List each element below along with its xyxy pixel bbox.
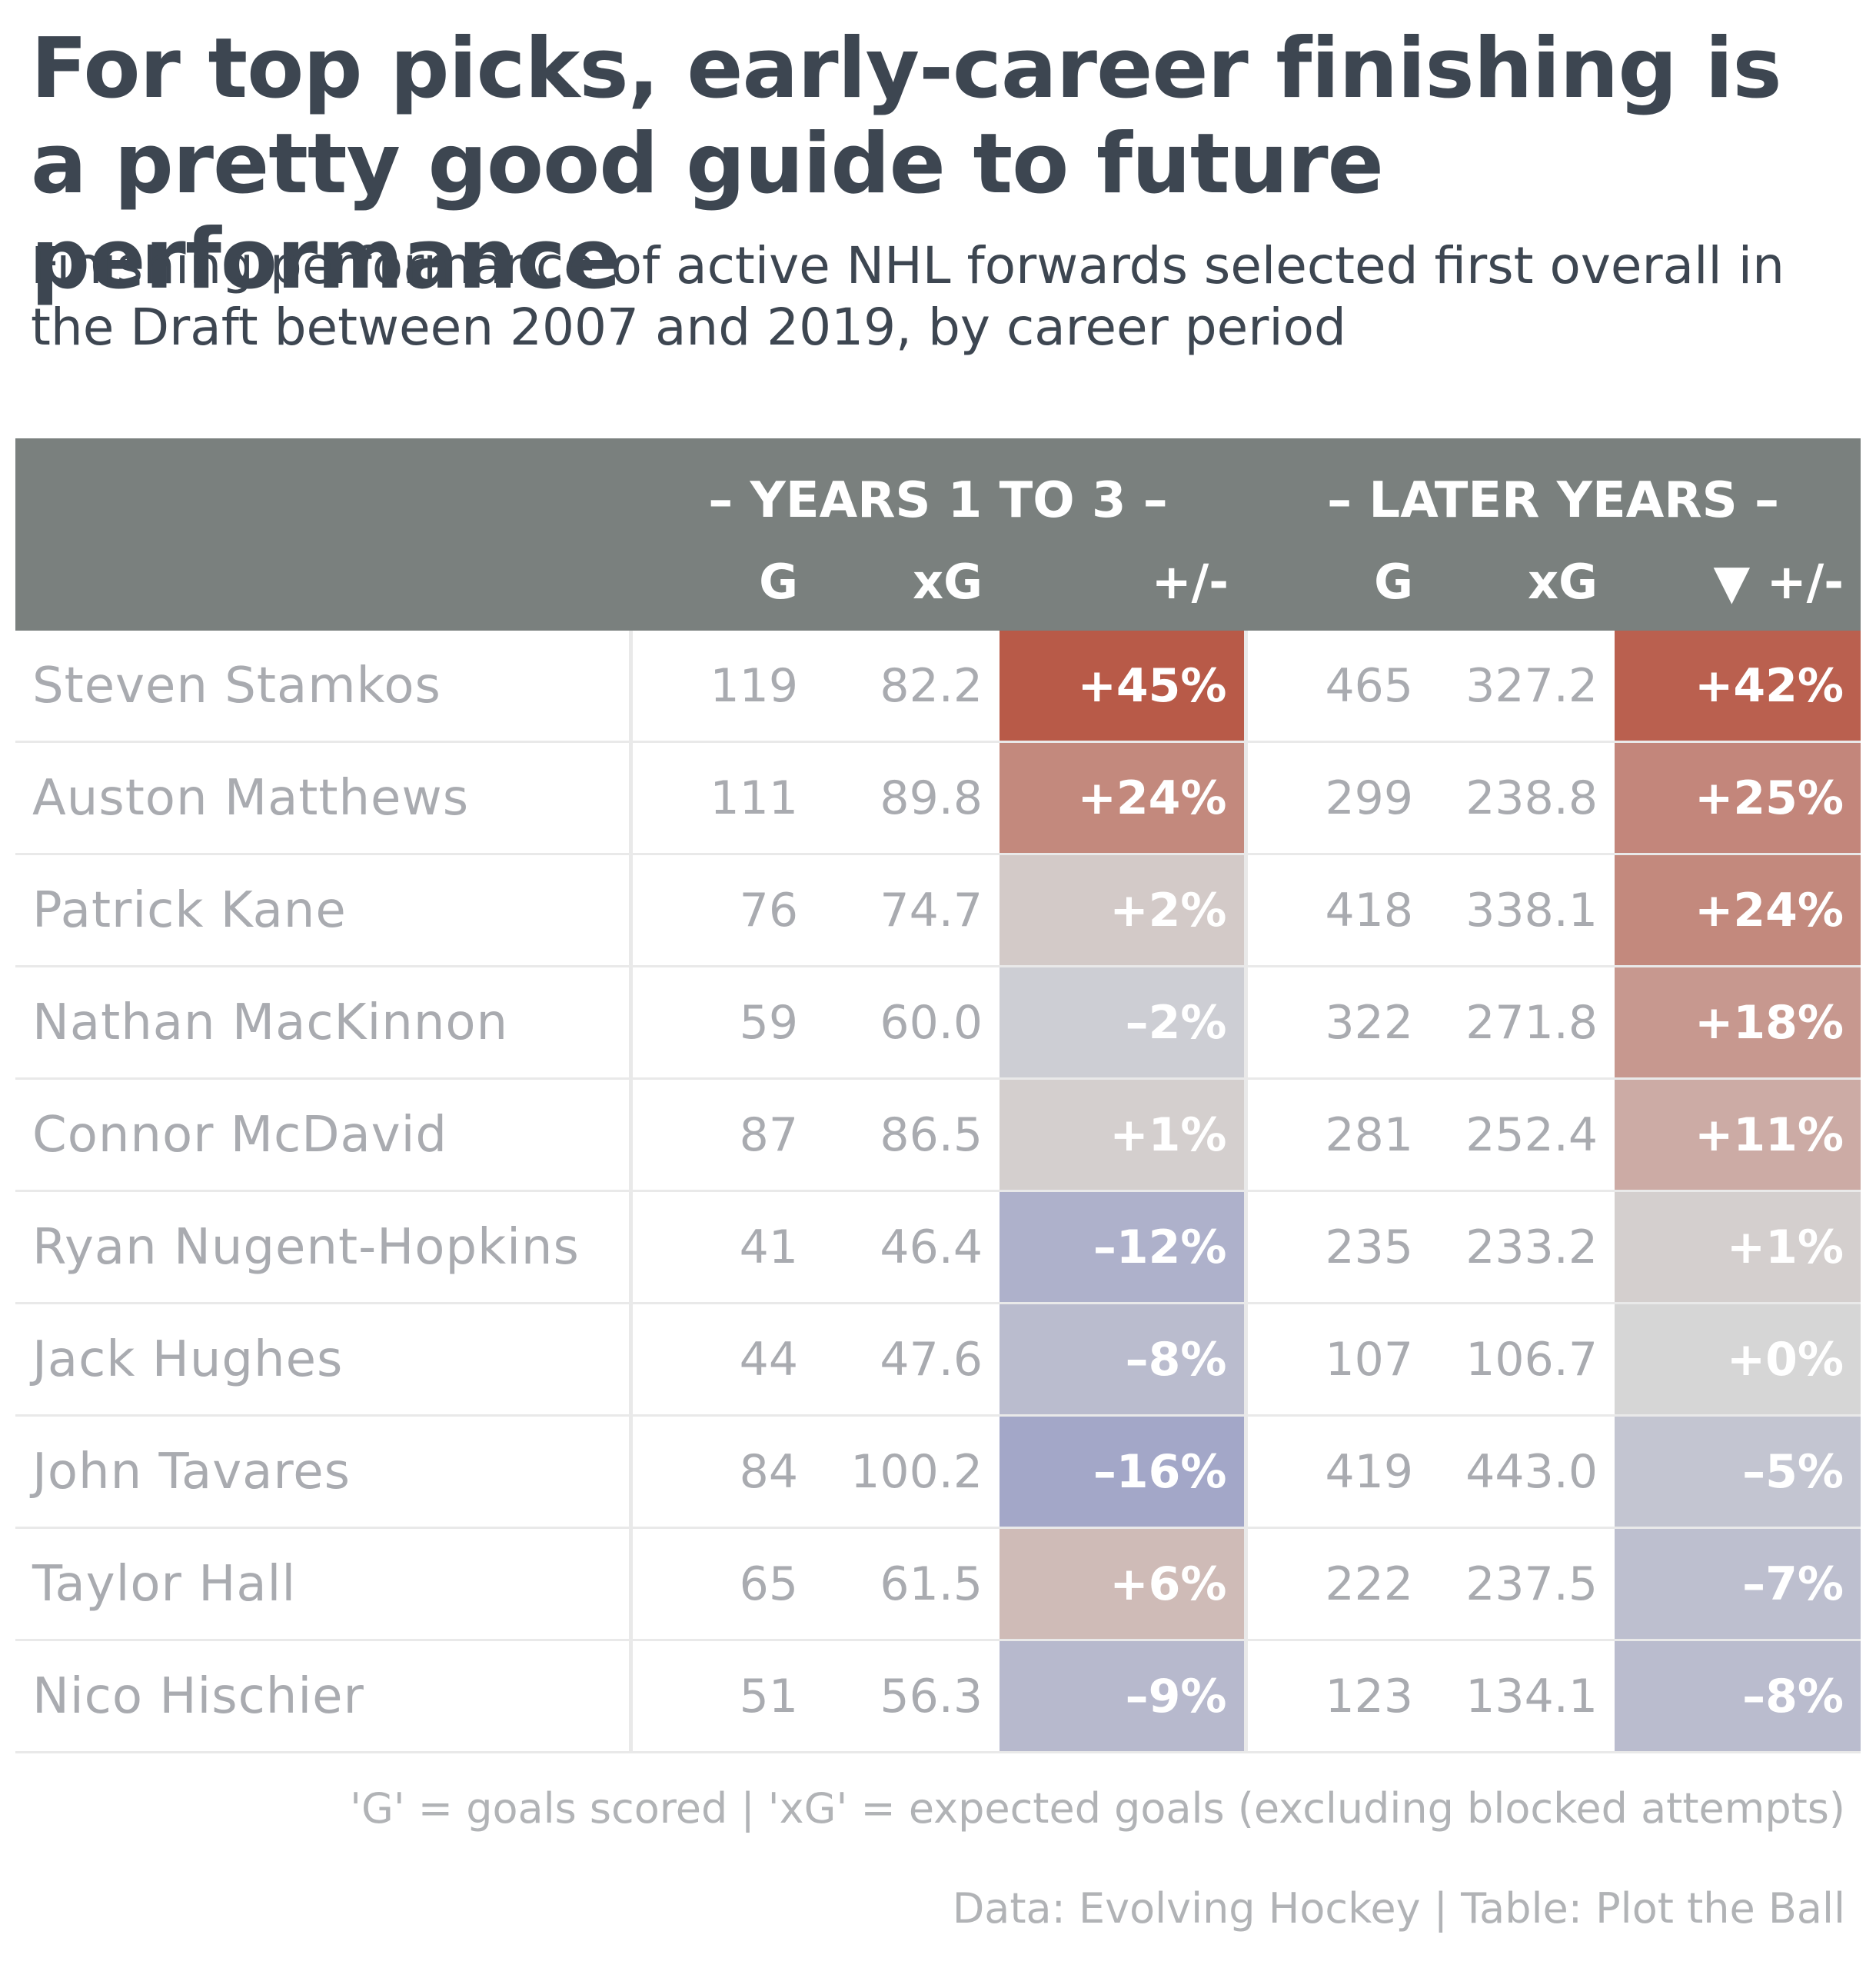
- chart-subtitle: Finishing performance of active NHL forw…: [31, 236, 1785, 357]
- player-name-cell: Patrick Kane: [15, 854, 633, 967]
- xgoals-later-cell: 238.8: [1430, 741, 1615, 855]
- pct-later-cell: –8%: [1615, 1640, 1861, 1753]
- xgoals-later-cell: 327.2: [1430, 631, 1615, 743]
- xgoals-later-cell: 237.5: [1430, 1527, 1615, 1641]
- player-name-cell: Connor McDavid: [15, 1078, 633, 1192]
- source-note: Data: Evolving Hockey | Table: Plot the …: [952, 1884, 1845, 1933]
- table-row: Nico Hischier 51 56.3 –9% 123 134.1 –8%: [15, 1640, 1861, 1753]
- table-row: John Tavares 84 100.2 –16% 419 443.0 –5%: [15, 1415, 1861, 1529]
- table-row: Taylor Hall 65 61.5 +6% 222 237.5 –7%: [15, 1527, 1861, 1641]
- goals-later-cell: 281: [1243, 1078, 1431, 1192]
- col-header-pct-later-sorted[interactable]: ▼ +/-: [1713, 553, 1844, 610]
- goals-later-cell: 465: [1243, 631, 1431, 743]
- table-row: Nathan MacKinnon 59 60.0 –2% 322 271.8 +18%: [15, 966, 1861, 1080]
- pct-early-cell: +45%: [1000, 631, 1248, 743]
- xgoals-later-cell: 252.4: [1430, 1078, 1615, 1192]
- pct-early-cell: –16%: [1000, 1415, 1248, 1529]
- pct-early-cell: –2%: [1000, 966, 1248, 1080]
- table-body: Steven Stamkos 119 82.2 +45% 465 327.2 +42% Aus…: [15, 631, 1861, 1753]
- player-name-cell: Taylor Hall: [15, 1527, 633, 1641]
- name-column-spacer: [15, 438, 630, 532]
- player-name-cell: John Tavares: [15, 1415, 633, 1529]
- xgoals-later-cell: 134.1: [1430, 1640, 1615, 1753]
- xgoals-early-cell: 47.6: [815, 1303, 1000, 1417]
- goals-later-cell: 299: [1243, 741, 1431, 855]
- xgoals-early-cell: 89.8: [815, 741, 1000, 855]
- table-row: Jack Hughes 44 47.6 –8% 107 106.7 +0%: [15, 1303, 1861, 1417]
- col-header-xg-later[interactable]: xG: [1528, 553, 1598, 610]
- xgoals-later-cell: 443.0: [1430, 1415, 1615, 1529]
- column-header-row: G xG +/- G xG ▼ +/-: [15, 532, 1861, 631]
- xgoals-later-cell: 233.2: [1430, 1190, 1615, 1304]
- chart-title: For top picks, early-career finishing is…: [31, 21, 1782, 308]
- player-name-cell: Steven Stamkos: [15, 631, 633, 743]
- pct-early-cell: +24%: [1000, 741, 1248, 855]
- col-header-g-early[interactable]: G: [759, 553, 798, 610]
- name-column-header: [15, 532, 630, 631]
- pct-later-cell: +18%: [1615, 966, 1861, 1080]
- xgoals-later-cell: 338.1: [1430, 854, 1615, 967]
- goals-early-cell: 41: [630, 1190, 815, 1304]
- pct-later-cell: +42%: [1615, 631, 1861, 743]
- xgoals-early-cell: 56.3: [815, 1640, 1000, 1753]
- xgoals-early-cell: 61.5: [815, 1527, 1000, 1641]
- pct-early-cell: –12%: [1000, 1190, 1248, 1304]
- pct-later-cell: +24%: [1615, 854, 1861, 967]
- xgoals-later-cell: 271.8: [1430, 966, 1615, 1080]
- pct-later-cell: –7%: [1615, 1527, 1861, 1641]
- definition-note: 'G' = goals scored | 'xG' = expected goa…: [350, 1784, 1845, 1833]
- xgoals-early-cell: 100.2: [815, 1415, 1000, 1529]
- goals-early-cell: 65: [630, 1527, 815, 1641]
- finishing-table: – YEARS 1 TO 3 – – LATER YEARS – G xG +/…: [15, 438, 1861, 1753]
- goals-later-cell: 418: [1243, 854, 1431, 967]
- goals-early-cell: 84: [630, 1415, 815, 1529]
- table-row: Connor McDavid 87 86.5 +1% 281 252.4 +11%: [15, 1078, 1861, 1192]
- table-row: Patrick Kane 76 74.7 +2% 418 338.1 +24%: [15, 854, 1861, 967]
- goals-later-cell: 235: [1243, 1190, 1431, 1304]
- player-name-cell: Jack Hughes: [15, 1303, 633, 1417]
- column-group-header-row: – YEARS 1 TO 3 – – LATER YEARS –: [15, 438, 1861, 532]
- goals-later-cell: 123: [1243, 1640, 1431, 1753]
- group-header-years-1-to-3: – YEARS 1 TO 3 –: [708, 472, 1168, 529]
- xgoals-early-cell: 82.2: [815, 631, 1000, 743]
- goals-later-cell: 222: [1243, 1527, 1431, 1641]
- pct-later-cell: +1%: [1615, 1190, 1861, 1304]
- goals-early-cell: 59: [630, 966, 815, 1080]
- goals-early-cell: 44: [630, 1303, 815, 1417]
- xgoals-early-cell: 60.0: [815, 966, 1000, 1080]
- pct-early-cell: –9%: [1000, 1640, 1248, 1753]
- col-header-g-later[interactable]: G: [1374, 553, 1414, 610]
- xgoals-later-cell: 106.7: [1430, 1303, 1615, 1417]
- xgoals-early-cell: 46.4: [815, 1190, 1000, 1304]
- player-name-cell: Auston Matthews: [15, 741, 633, 855]
- goals-early-cell: 76: [630, 854, 815, 967]
- table-row: Steven Stamkos 119 82.2 +45% 465 327.2 +42%: [15, 631, 1861, 743]
- pct-later-cell: –5%: [1615, 1415, 1861, 1529]
- col-header-xg-early[interactable]: xG: [913, 553, 983, 610]
- goals-early-cell: 87: [630, 1078, 815, 1192]
- goals-later-cell: 107: [1243, 1303, 1431, 1417]
- table-row: Ryan Nugent-Hopkins 41 46.4 –12% 235 233.2 +1%: [15, 1190, 1861, 1304]
- pct-early-cell: +1%: [1000, 1078, 1248, 1192]
- goals-early-cell: 111: [630, 741, 815, 855]
- player-name-cell: Nico Hischier: [15, 1640, 633, 1753]
- xgoals-early-cell: 74.7: [815, 854, 1000, 967]
- goals-early-cell: 119: [630, 631, 815, 743]
- pct-later-cell: +11%: [1615, 1078, 1861, 1192]
- table-row: Auston Matthews 111 89.8 +24% 299 238.8 +25%: [15, 741, 1861, 855]
- player-name-cell: Ryan Nugent-Hopkins: [15, 1190, 633, 1304]
- goals-early-cell: 51: [630, 1640, 815, 1753]
- goals-later-cell: 322: [1243, 966, 1431, 1080]
- pct-early-cell: +2%: [1000, 854, 1248, 967]
- col-header-pct-early[interactable]: +/-: [1151, 553, 1229, 610]
- pct-early-cell: +6%: [1000, 1527, 1248, 1641]
- group-header-later-years: – LATER YEARS –: [1327, 472, 1779, 529]
- player-name-cell: Nathan MacKinnon: [15, 966, 633, 1080]
- pct-later-cell: +25%: [1615, 741, 1861, 855]
- pct-later-cell: +0%: [1615, 1303, 1861, 1417]
- pct-early-cell: –8%: [1000, 1303, 1248, 1417]
- goals-later-cell: 419: [1243, 1415, 1431, 1529]
- xgoals-early-cell: 86.5: [815, 1078, 1000, 1192]
